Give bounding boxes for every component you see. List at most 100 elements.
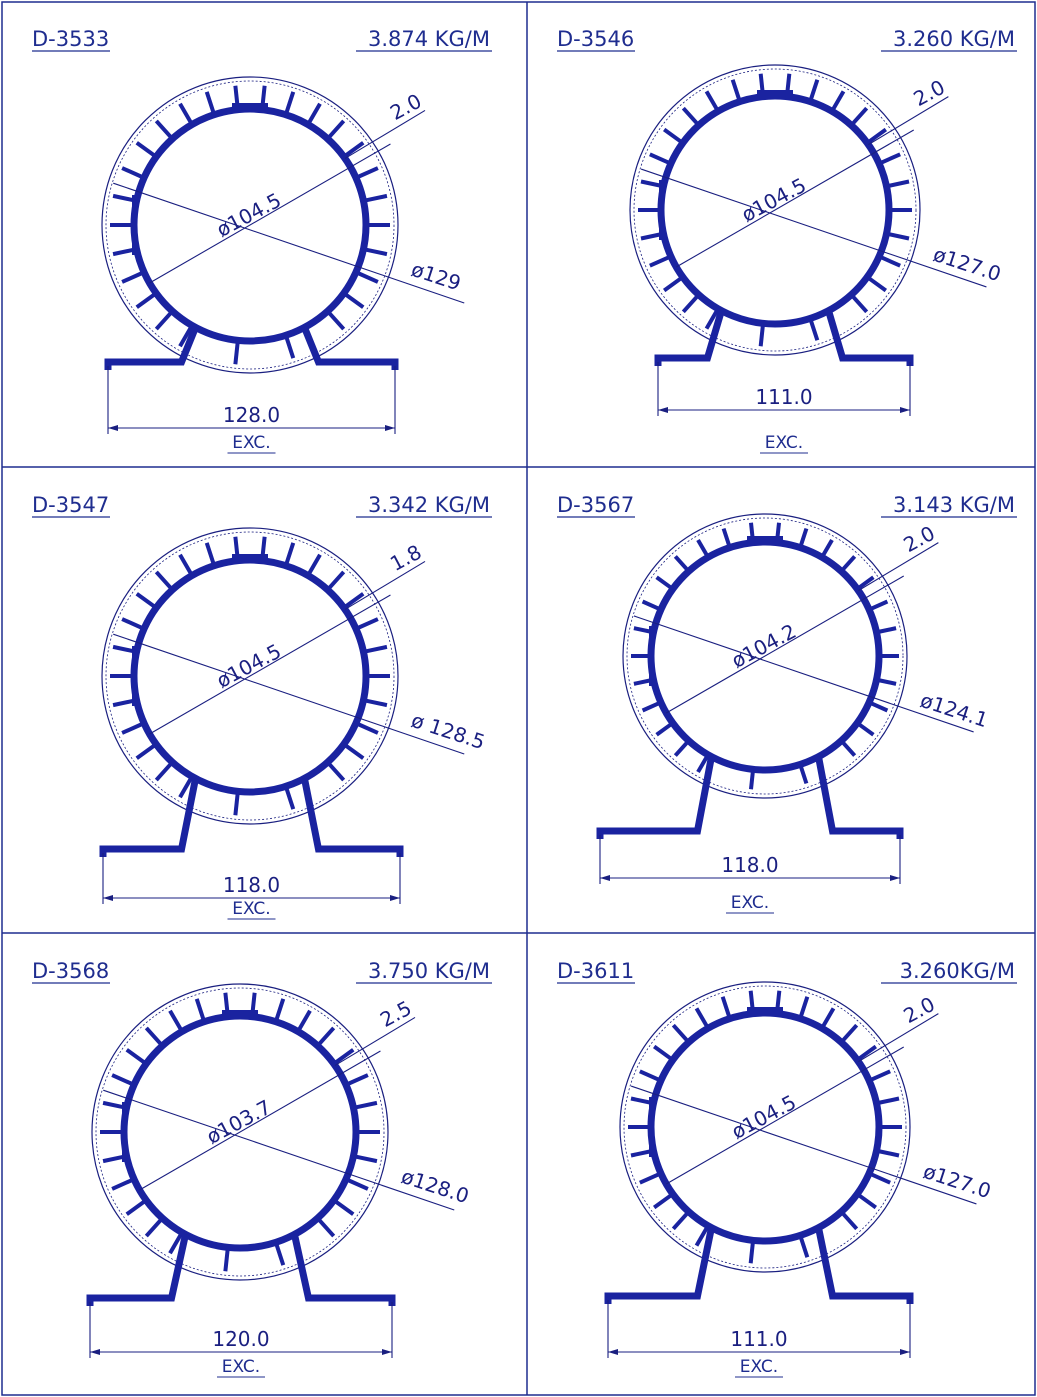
- outer-diameter-line: [640, 168, 987, 288]
- fin: [223, 1249, 230, 1272]
- fin: [135, 292, 156, 309]
- outer-envelope-circle: [101, 76, 399, 374]
- fin: [144, 1218, 163, 1238]
- fin: [681, 106, 699, 126]
- fin: [649, 152, 670, 165]
- fin: [749, 771, 755, 790]
- fin: [655, 722, 673, 737]
- fin: [694, 1007, 709, 1028]
- finish-label: EXC.: [232, 433, 270, 453]
- fin: [671, 1211, 689, 1231]
- fin: [135, 141, 156, 158]
- fin: [135, 743, 156, 760]
- outer-diameter-line: [103, 1089, 455, 1211]
- overall-width-label: 111.0: [755, 385, 812, 409]
- outer-envelope-circle: [101, 527, 399, 825]
- outer-envelope-circle: [91, 983, 389, 1281]
- fin: [798, 765, 809, 785]
- outer-diameter-label: ø128.0: [398, 1164, 472, 1208]
- top-clip-tab: [757, 90, 793, 95]
- fin: [365, 644, 388, 654]
- inner-diameter-label: ø104.5: [727, 1090, 800, 1144]
- fin: [633, 678, 652, 686]
- fin: [696, 538, 709, 557]
- fin: [671, 1023, 689, 1043]
- inner-diameter-label: ø104.2: [727, 619, 800, 673]
- fin: [878, 626, 897, 634]
- fin: [673, 555, 689, 572]
- fin: [808, 319, 820, 341]
- radial-fins: [110, 536, 390, 816]
- fin: [356, 166, 379, 179]
- inner-diameter-label: ø104.5: [212, 639, 285, 693]
- inner-diameter-line: [139, 1050, 381, 1191]
- fin: [168, 1009, 183, 1031]
- profile-panel: D-3547 3.342 KG/M ø104.5 1.8 ø 128.5 118.0EXC…: [32, 493, 492, 920]
- fin: [317, 1218, 336, 1238]
- fin: [135, 592, 156, 609]
- right-leg: [825, 309, 914, 366]
- outer-envelope-circle: [622, 513, 908, 799]
- radial-fins: [638, 73, 912, 347]
- inner-diameter-line: [665, 1046, 905, 1185]
- profile-weight: 3.874 KG/M: [368, 27, 490, 51]
- fin: [327, 570, 346, 590]
- profile-panel: D-3611 3.260KG/M ø104.5 2.0 ø127.0 111.0 EXC.: [557, 959, 1017, 1378]
- left-leg: [104, 326, 199, 370]
- fin: [125, 1048, 146, 1065]
- fin: [798, 527, 809, 547]
- dimension-lines: [599, 542, 974, 884]
- wall-thickness-label: 2.0: [899, 521, 938, 557]
- side-groove: [649, 626, 654, 686]
- wall-thickness-label: 2.5: [376, 996, 415, 1032]
- outer-diameter-label: ø127.0: [920, 1159, 994, 1203]
- wall-thickness-label: 2.0: [386, 89, 425, 125]
- fin: [857, 575, 875, 590]
- outer-diameter-label: ø127.0: [930, 242, 1004, 286]
- fin: [344, 292, 365, 309]
- fin: [878, 1149, 900, 1158]
- wall-leader-line: [344, 560, 426, 610]
- fin: [154, 311, 173, 331]
- fin: [356, 722, 379, 735]
- profile-weight: 3.750 KG/M: [368, 959, 490, 983]
- top-clip-tab: [232, 554, 268, 559]
- fin: [317, 1026, 336, 1046]
- dimension-lines: [107, 109, 465, 434]
- profile-code: D-3567: [557, 493, 634, 517]
- inner-diameter-label: ø103.7: [202, 1095, 275, 1149]
- fin: [154, 570, 173, 590]
- fin: [274, 1243, 286, 1266]
- profile-weight: 3.260 KG/M: [893, 27, 1015, 51]
- fin: [307, 102, 322, 124]
- wall-leader-line: [334, 1016, 416, 1066]
- inner-diameter-line: [675, 129, 915, 268]
- fin: [878, 1096, 900, 1105]
- base-legs: [104, 326, 399, 370]
- fin: [194, 998, 206, 1021]
- fin: [630, 1096, 652, 1105]
- fin: [102, 1154, 125, 1164]
- fin: [154, 762, 173, 782]
- fin: [655, 575, 673, 590]
- dimension-lines: [89, 1016, 455, 1358]
- left-leg: [604, 1226, 715, 1304]
- profile-code: D-3533: [32, 27, 109, 51]
- fin: [662, 127, 683, 144]
- right-leg: [301, 777, 404, 857]
- fin: [652, 1193, 673, 1210]
- outer-envelope-circle: [629, 64, 921, 356]
- fin: [112, 644, 135, 654]
- fin: [870, 701, 889, 713]
- fin: [327, 762, 346, 782]
- fin: [798, 1236, 810, 1258]
- fin: [867, 276, 888, 293]
- fin: [880, 152, 901, 165]
- top-clip-tab: [232, 103, 268, 108]
- dimension-lines: [640, 96, 987, 416]
- fin: [641, 599, 660, 611]
- wall-leader-line: [344, 109, 426, 159]
- base-legs: [654, 309, 914, 366]
